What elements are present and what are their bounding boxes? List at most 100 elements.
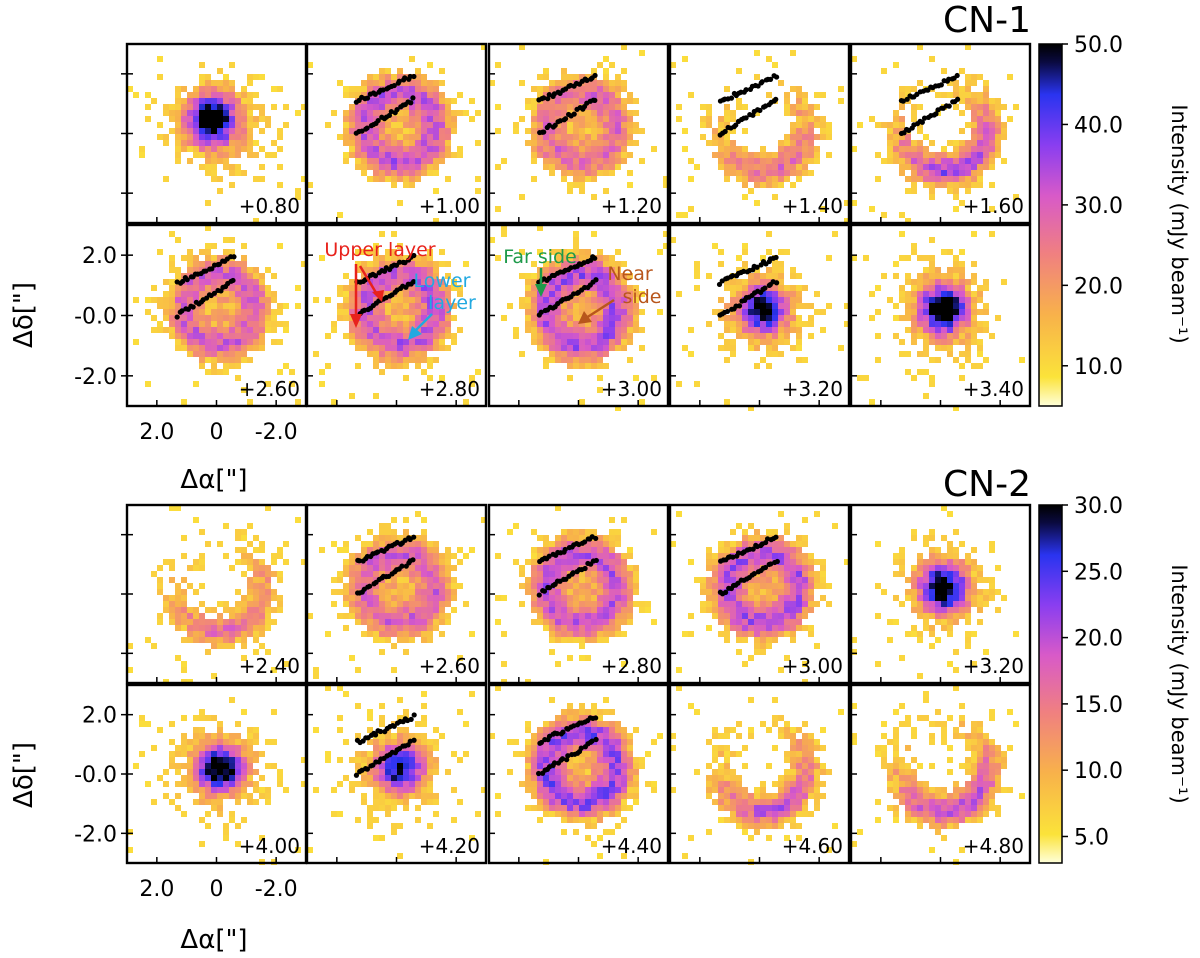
emission-pixel (403, 309, 409, 315)
emission-pixel (331, 110, 337, 116)
noise-pixel (627, 547, 633, 553)
emission-pixel (205, 243, 211, 249)
emission-pixel (706, 553, 712, 559)
emission-pixel (361, 607, 367, 613)
emission-pixel (585, 547, 591, 553)
emission-pixel (463, 399, 469, 405)
emission-pixel (591, 104, 597, 110)
emission-pixel (766, 231, 772, 237)
emission-pixel (355, 152, 361, 158)
emission-pixel (712, 589, 718, 595)
emission-pixel (591, 327, 597, 333)
emission-pixel (615, 607, 621, 613)
emission-pixel (421, 541, 427, 547)
emission-pixel (754, 158, 760, 164)
emission-pixel (175, 140, 181, 146)
emission-pixel (561, 134, 567, 140)
emission-pixel (373, 98, 379, 104)
emission-pixel (742, 321, 748, 327)
emission-pixel (163, 303, 169, 309)
emission-pixel (373, 297, 379, 303)
emission-pixel (367, 619, 373, 625)
emission-pixel (790, 267, 796, 273)
emission-pixel (361, 553, 367, 559)
emission-pixel (766, 541, 772, 547)
emission-pixel (772, 327, 778, 333)
emission-pixel (748, 559, 754, 565)
emission-pixel (193, 613, 199, 619)
emission-pixel (597, 80, 603, 86)
emission-pixel (947, 291, 953, 297)
emission-pixel (445, 152, 451, 158)
emission-pixel (947, 267, 953, 273)
emission-pixel (615, 333, 621, 339)
emission-pixel (995, 589, 1001, 595)
emission-pixel (199, 333, 205, 339)
emission-pixel (433, 80, 439, 86)
emission-pixel (265, 303, 271, 309)
noise-pixel (639, 50, 645, 56)
emission-pixel (433, 158, 439, 164)
emission-pixel (277, 577, 283, 583)
emission-pixel (391, 303, 397, 309)
emission-pixel (223, 321, 229, 327)
noise-pixel (439, 375, 445, 381)
emission-pixel (899, 255, 905, 261)
emission-pixel (217, 733, 223, 739)
emission-pixel (247, 619, 253, 625)
emission-pixel (537, 327, 543, 333)
channel-panel: +3.00 (668, 503, 851, 685)
emission-pixel (379, 255, 385, 261)
velocity-label: +3.40 (963, 377, 1024, 401)
emission-pixel (379, 595, 385, 601)
emission-pixel (748, 625, 754, 631)
emission-pixel (959, 327, 965, 333)
emission-pixel (259, 315, 265, 321)
emission-pixel (712, 553, 718, 559)
emission-pixel (157, 583, 163, 589)
emission-pixel (385, 613, 391, 619)
emission-pixel (790, 631, 796, 637)
emission-pixel (748, 655, 754, 661)
emission-pixel (893, 140, 899, 146)
emission-pixel (875, 583, 881, 589)
emission-pixel (609, 303, 615, 309)
emission-pixel (923, 571, 929, 577)
emission-pixel (439, 333, 445, 339)
emission-pixel (712, 140, 718, 146)
emission-pixel (561, 601, 567, 607)
emission-pixel (409, 152, 415, 158)
emission-pixel (766, 601, 772, 607)
emission-pixel (373, 116, 379, 122)
emission-pixel (373, 601, 379, 607)
emission-pixel (748, 327, 754, 333)
emission-pixel (591, 158, 597, 164)
emission-pixel (421, 321, 427, 327)
emission-pixel (772, 333, 778, 339)
emission-pixel (427, 565, 433, 571)
emission-pixel (953, 547, 959, 553)
emission-pixel (573, 363, 579, 369)
emission-pixel (694, 381, 700, 387)
emission-pixel (385, 565, 391, 571)
emission-pixel (929, 158, 935, 164)
emission-pixel (211, 255, 217, 261)
emission-pixel (772, 553, 778, 559)
emission-pixel (796, 116, 802, 122)
emission-pixel (241, 285, 247, 291)
emission-pixel (531, 607, 537, 613)
emission-pixel (1001, 128, 1007, 134)
emission-pixel (217, 134, 223, 140)
emission-pixel (573, 140, 579, 146)
emission-pixel (591, 595, 597, 601)
emission-pixel (778, 339, 784, 345)
emission-pixel (217, 315, 223, 321)
emission-pixel (379, 637, 385, 643)
emission-pixel (567, 565, 573, 571)
emission-pixel (603, 116, 609, 122)
emission-pixel (591, 164, 597, 170)
noise-pixel (736, 255, 742, 261)
emission-pixel (609, 86, 615, 92)
emission-pixel (379, 351, 385, 357)
emission-pixel (217, 116, 223, 122)
